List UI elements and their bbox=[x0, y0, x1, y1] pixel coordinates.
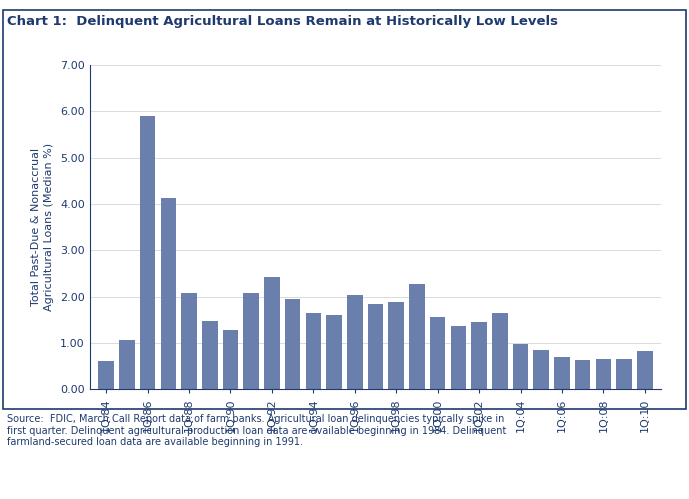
Bar bbox=[347, 295, 362, 389]
Bar bbox=[306, 313, 321, 389]
Bar bbox=[99, 361, 114, 389]
Y-axis label: Total Past-Due & Nonaccrual
Agricultural Loans (Median %): Total Past-Due & Nonaccrual Agricultural… bbox=[31, 143, 54, 311]
Bar bbox=[513, 344, 528, 389]
Bar bbox=[430, 317, 445, 389]
Bar bbox=[451, 326, 466, 389]
Bar bbox=[223, 330, 238, 389]
Bar bbox=[389, 302, 404, 389]
Bar bbox=[409, 283, 424, 389]
Bar bbox=[285, 299, 300, 389]
Text: Chart 1:  Delinquent Agricultural Loans Remain at Historically Low Levels: Chart 1: Delinquent Agricultural Loans R… bbox=[7, 15, 558, 28]
Bar bbox=[243, 293, 259, 389]
Bar bbox=[161, 198, 176, 389]
Bar bbox=[181, 293, 197, 389]
Bar bbox=[617, 359, 632, 389]
Bar bbox=[471, 321, 487, 389]
Bar bbox=[492, 313, 508, 389]
Bar bbox=[264, 277, 280, 389]
Bar bbox=[596, 359, 611, 389]
Bar bbox=[202, 321, 218, 389]
Bar bbox=[140, 116, 155, 389]
Text: Source:  FDIC, March Call Report data of farm banks. Agricultural loan delinquen: Source: FDIC, March Call Report data of … bbox=[7, 414, 506, 448]
Bar bbox=[533, 350, 549, 389]
Bar bbox=[368, 304, 383, 389]
Bar bbox=[119, 340, 134, 389]
Bar bbox=[554, 357, 570, 389]
Bar bbox=[637, 351, 652, 389]
Bar bbox=[575, 360, 590, 389]
Bar bbox=[327, 315, 342, 389]
